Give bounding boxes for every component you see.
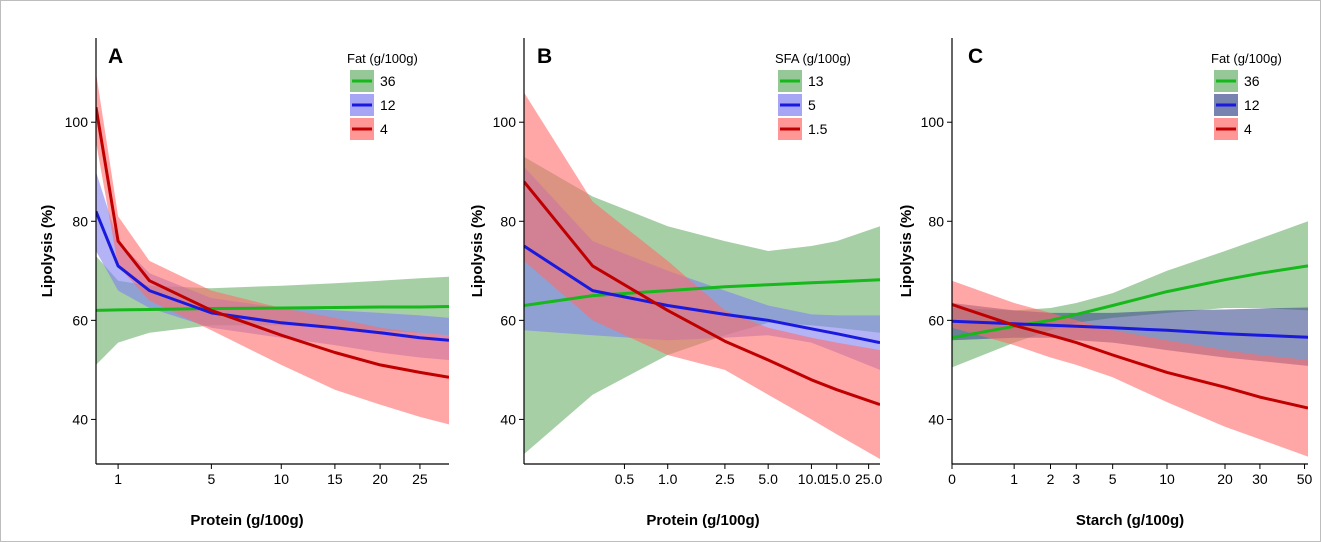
panel-a-y-ticks: 40 60 80 100 bbox=[65, 114, 96, 427]
panel-b-letter: B bbox=[537, 45, 552, 68]
panel-b-x-ticks: 0.5 1.0 2.5 5.0 10.015.0 25.0 bbox=[615, 464, 882, 487]
panel-b-legend-label-0: 13 bbox=[808, 73, 824, 89]
panel-a-x-tick-label-2: 10 bbox=[273, 471, 289, 487]
panel-b-legend-title: SFA (g/100g) bbox=[775, 51, 851, 66]
panel-c-legend-title: Fat (g/100g) bbox=[1211, 51, 1282, 66]
panel-c-x-tick-label-2: 2 bbox=[1047, 471, 1055, 487]
panel-a-letter: A bbox=[108, 45, 123, 68]
panel-c-y-tick-label-0: 40 bbox=[928, 411, 944, 427]
panel-a-ribbon-2 bbox=[96, 72, 449, 425]
panel-a-y-tick-label-0: 40 bbox=[72, 411, 88, 427]
panel-b-x-tick-label-0: 0.5 bbox=[615, 471, 635, 487]
panel-b-x-tick-label-4: 10.0 bbox=[798, 471, 825, 487]
panel-c-legend: Fat (g/100g) 36 12 4 bbox=[1211, 51, 1282, 140]
panel-a-legend-label-2: 4 bbox=[380, 121, 388, 137]
panel-b-lines bbox=[524, 180, 880, 407]
panel-a-y-tick-label-2: 80 bbox=[72, 213, 88, 229]
panel-c-x-tick-label-4: 5 bbox=[1109, 471, 1117, 487]
panel-b-y-tick-label-0: 40 bbox=[500, 411, 516, 427]
panel-a-x-tick-label-4: 20 bbox=[372, 471, 388, 487]
panel-c-y-tick-label-3: 100 bbox=[921, 114, 945, 130]
panel-a-y-tick-label-1: 60 bbox=[72, 312, 88, 328]
panel-b-line-0 bbox=[524, 278, 880, 307]
panel-a-legend-label-1: 12 bbox=[380, 97, 396, 113]
panel-a-y-tick-label-3: 100 bbox=[65, 114, 89, 130]
panel-a-x-tick-label-5: 25 bbox=[412, 471, 428, 487]
panel-c-x-tick-label-5: 10 bbox=[1159, 471, 1175, 487]
panel-a-line-0 bbox=[96, 305, 449, 312]
panel-b-y-tick-label-1: 60 bbox=[500, 312, 516, 328]
panel-a-line-1 bbox=[96, 210, 449, 342]
panel-a-x-label: Protein (g/100g) bbox=[190, 512, 303, 529]
panel-a-x-tick-label-3: 15 bbox=[327, 471, 343, 487]
panel-a-legend-label-0: 36 bbox=[380, 73, 396, 89]
panel-a-lines bbox=[96, 107, 449, 379]
panel-a-x-tick-label-0: 1 bbox=[114, 471, 122, 487]
panel-b-ribbons bbox=[524, 92, 880, 459]
panel-c-ribbons bbox=[952, 221, 1308, 457]
panel-c-legend-label-2: 4 bbox=[1244, 121, 1252, 137]
panel-b-y-tick-label-2: 80 bbox=[500, 213, 516, 229]
panel-c-y-tick-label-2: 80 bbox=[928, 213, 944, 229]
panel-b-x-tick-label-2: 2.5 bbox=[715, 471, 735, 487]
panel-a-y-label: Lipolysis (%) bbox=[39, 205, 56, 298]
panel-c-x-tick-label-7: 30 bbox=[1252, 471, 1268, 487]
panel-b-x-tick-label-1: 1.0 bbox=[658, 471, 678, 487]
panel-c-x-label: Starch (g/100g) bbox=[1076, 512, 1184, 529]
panel-c-x-tick-label-6: 20 bbox=[1217, 471, 1233, 487]
panel-a-x-tick-label-1: 5 bbox=[207, 471, 215, 487]
panel-c-x-tick-label-1: 1 bbox=[1010, 471, 1018, 487]
panel-c-legend-label-0: 36 bbox=[1244, 73, 1260, 89]
panel-a-ribbons bbox=[96, 72, 449, 425]
panel-c-lines bbox=[952, 264, 1308, 410]
panel-a-legend-title: Fat (g/100g) bbox=[347, 51, 418, 66]
panel-b-legend: SFA (g/100g) 13 5 1.5 bbox=[775, 51, 851, 140]
panel-b-y-label: Lipolysis (%) bbox=[469, 205, 486, 298]
panel-c-legend-label-1: 12 bbox=[1244, 97, 1260, 113]
panel-b-ribbon-2 bbox=[524, 92, 880, 459]
panel-b-y-ticks: 40 60 80 100 bbox=[493, 114, 524, 427]
panel-c-x-ticks: 0 1 2 3 5 10 20 30 50 bbox=[948, 464, 1313, 487]
panel-b: 40 60 80 100 0.5 1.0 2.5 5.0 10.015.0 25.0 B Pro… bbox=[469, 38, 882, 529]
panel-b-x-tick-label-3: 5.0 bbox=[758, 471, 778, 487]
panel-b-legend-label-2: 1.5 bbox=[808, 121, 828, 137]
panel-b-y-tick-label-3: 100 bbox=[493, 114, 517, 130]
panel-a-legend: Fat (g/100g) 36 12 4 bbox=[347, 51, 418, 140]
panel-b-x-tick-label-6: 25.0 bbox=[855, 471, 882, 487]
panel-b-x-label: Protein (g/100g) bbox=[646, 512, 759, 529]
panel-b-line-1 bbox=[524, 244, 880, 345]
panel-c-x-tick-label-8: 50 bbox=[1297, 471, 1313, 487]
panel-b-legend-label-1: 5 bbox=[808, 97, 816, 113]
panel-c-line-2 bbox=[952, 303, 1308, 410]
panel-c-x-tick-label-0: 0 bbox=[948, 471, 956, 487]
panel-c-letter: C bbox=[968, 45, 983, 68]
panel-c-y-ticks: 40 60 80 100 bbox=[921, 114, 952, 427]
panel-c-line-1 bbox=[952, 319, 1308, 339]
panel-c-y-tick-label-1: 60 bbox=[928, 312, 944, 328]
panel-a-line-2 bbox=[96, 107, 449, 379]
panel-c-y-label: Lipolysis (%) bbox=[898, 205, 915, 298]
panel-a-x-ticks: 1 5 10 15 20 25 bbox=[114, 464, 428, 487]
panel-b-x-tick-label-5: 15.0 bbox=[823, 471, 850, 487]
panel-b-line-2 bbox=[524, 180, 880, 407]
panel-c-x-tick-label-3: 3 bbox=[1072, 471, 1080, 487]
